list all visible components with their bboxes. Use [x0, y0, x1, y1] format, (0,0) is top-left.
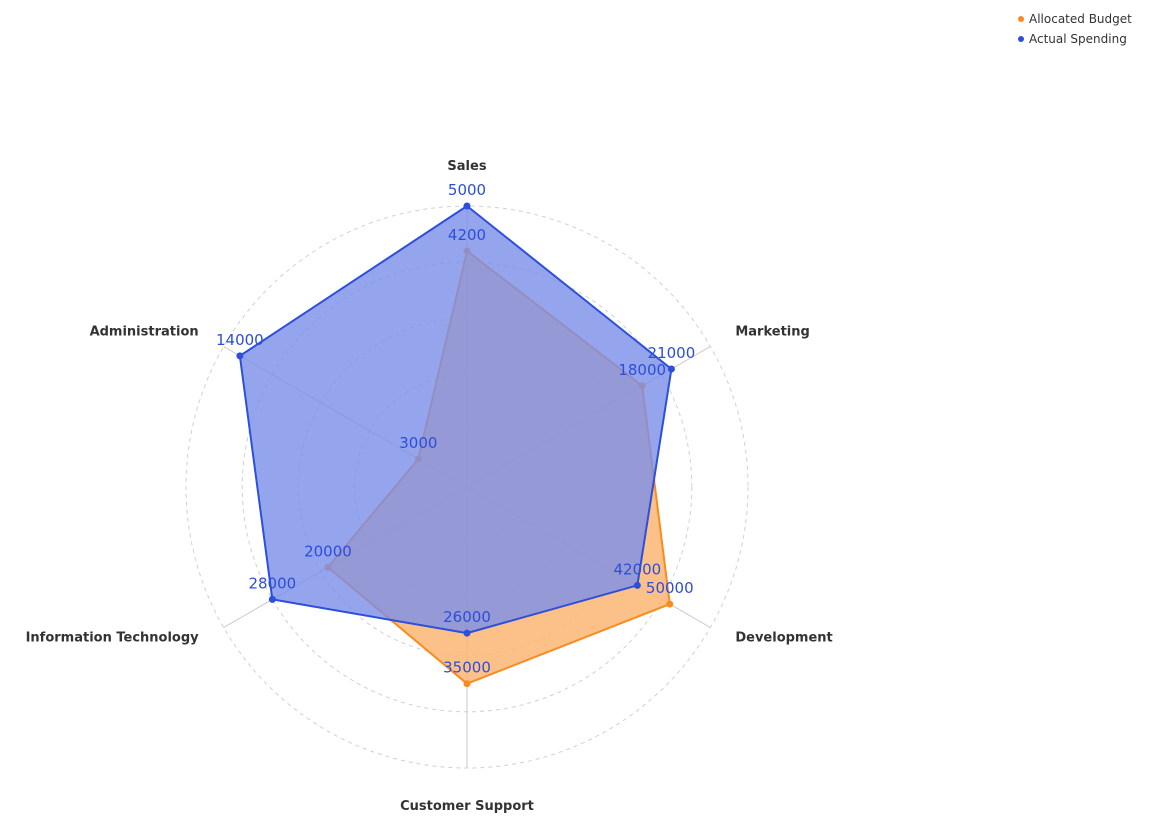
- data-point-actual-spending[interactable]: [463, 202, 471, 210]
- legend-marker-icon: [1018, 16, 1024, 22]
- axis-label-information-technology: Information Technology: [26, 631, 200, 646]
- axis-label-development: Development: [735, 631, 832, 646]
- legend-item-actual-spending[interactable]: Actual Spending: [1018, 29, 1132, 49]
- axis-label-sales: Sales: [447, 159, 486, 174]
- data-point-allocated-budget[interactable]: [463, 680, 471, 688]
- axis-label-customer-support: Customer Support: [400, 799, 534, 814]
- series-area-actual-spending: [238, 205, 673, 635]
- data-label-allocated-budget: 35000: [443, 659, 491, 677]
- data-point-allocated-budget[interactable]: [666, 600, 674, 608]
- data-point-actual-spending[interactable]: [667, 365, 675, 373]
- data-point-actual-spending[interactable]: [633, 581, 641, 589]
- legend-label: Actual Spending: [1029, 32, 1127, 46]
- axis-label-administration: Administration: [90, 325, 199, 340]
- data-label-actual-spending: 42000: [613, 560, 661, 578]
- legend-marker-icon: [1018, 36, 1024, 42]
- data-labels: 4200 18000 50000 35000 20000 3000 5000 21000 420…: [216, 181, 695, 677]
- data-label-allocated-budget: 50000: [646, 579, 694, 597]
- series-actual-spending: [236, 202, 675, 637]
- legend: Allocated Budget Actual Spending: [1018, 9, 1132, 49]
- data-label-allocated-budget: 3000: [399, 434, 437, 452]
- data-point-actual-spending[interactable]: [463, 629, 471, 637]
- radar-series: [236, 202, 675, 688]
- data-label-actual-spending: 5000: [448, 181, 486, 199]
- data-label-actual-spending: 28000: [248, 574, 296, 592]
- axis-label-marketing: Marketing: [735, 325, 809, 340]
- legend-label: Allocated Budget: [1029, 12, 1132, 26]
- data-point-actual-spending[interactable]: [236, 352, 244, 360]
- legend-item-allocated-budget[interactable]: Allocated Budget: [1018, 9, 1132, 29]
- data-label-actual-spending: 26000: [443, 608, 491, 626]
- data-label-allocated-budget: 18000: [618, 361, 666, 379]
- data-label-allocated-budget: 4200: [448, 226, 486, 244]
- data-point-actual-spending[interactable]: [268, 595, 276, 603]
- data-label-actual-spending: 14000: [216, 331, 264, 349]
- data-label-allocated-budget: 20000: [304, 542, 352, 560]
- data-label-actual-spending: 21000: [648, 344, 696, 362]
